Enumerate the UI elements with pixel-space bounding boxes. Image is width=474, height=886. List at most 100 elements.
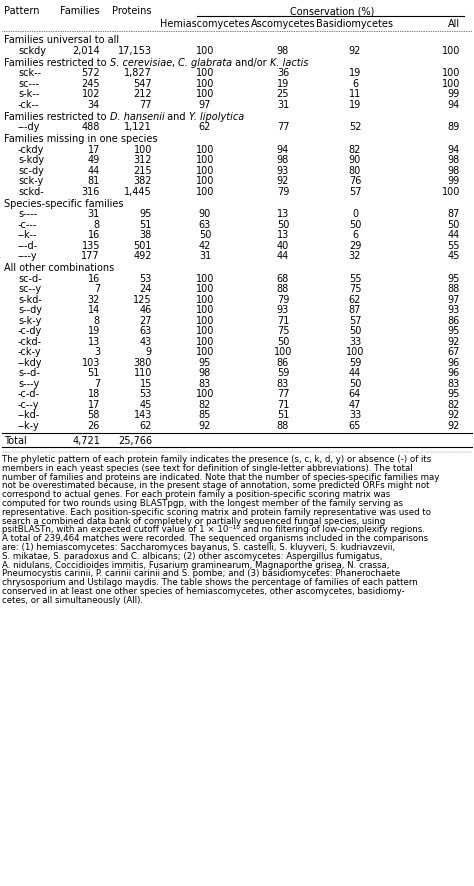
Text: sc--y: sc--y [18, 284, 41, 294]
Text: 98: 98 [448, 155, 460, 165]
Text: sc-dy: sc-dy [18, 166, 44, 175]
Text: 92: 92 [447, 421, 460, 431]
Text: --k-y: --k-y [18, 421, 40, 431]
Text: A. nidulans, Coccidioides immitis, Fusarium graminearum, Magnaporthe grisea, N. : A. nidulans, Coccidioides immitis, Fusar… [2, 561, 389, 570]
Text: 83: 83 [277, 378, 289, 388]
Text: 94: 94 [448, 99, 460, 110]
Text: 86: 86 [277, 357, 289, 368]
Text: 13: 13 [88, 337, 100, 346]
Text: 100: 100 [134, 144, 152, 154]
Text: 77: 77 [139, 99, 152, 110]
Text: 19: 19 [88, 326, 100, 336]
Text: 93: 93 [448, 305, 460, 315]
Text: 95: 95 [199, 357, 211, 368]
Text: 100: 100 [196, 186, 214, 197]
Text: 572: 572 [81, 68, 100, 78]
Text: Families universal to all: Families universal to all [4, 35, 119, 45]
Text: 55: 55 [349, 274, 361, 284]
Text: 92: 92 [199, 421, 211, 431]
Text: 94: 94 [448, 144, 460, 154]
Text: 82: 82 [349, 144, 361, 154]
Text: members in each yeast species (see text for definition of single-letter abbrevia: members in each yeast species (see text … [2, 463, 413, 473]
Text: ---d-: ---d- [18, 240, 38, 251]
Text: 83: 83 [199, 378, 211, 388]
Text: 38: 38 [140, 230, 152, 240]
Text: 93: 93 [277, 305, 289, 315]
Text: 15: 15 [140, 378, 152, 388]
Text: 100: 100 [196, 45, 214, 56]
Text: Families missing in one species: Families missing in one species [4, 134, 157, 144]
Text: 177: 177 [82, 251, 100, 261]
Text: 245: 245 [82, 79, 100, 89]
Text: 75: 75 [277, 326, 289, 336]
Text: 215: 215 [133, 166, 152, 175]
Text: 4,721: 4,721 [72, 436, 100, 446]
Text: 44: 44 [448, 230, 460, 240]
Text: 110: 110 [134, 368, 152, 378]
Text: 7: 7 [94, 378, 100, 388]
Text: 95: 95 [447, 389, 460, 399]
Text: 100: 100 [196, 176, 214, 186]
Text: 86: 86 [448, 315, 460, 325]
Text: 51: 51 [88, 368, 100, 378]
Text: 7: 7 [94, 284, 100, 294]
Text: 1,445: 1,445 [124, 186, 152, 197]
Text: 488: 488 [82, 122, 100, 132]
Text: 67: 67 [447, 347, 460, 357]
Text: 94: 94 [277, 144, 289, 154]
Text: and/or: and/or [232, 58, 270, 67]
Text: 17: 17 [88, 144, 100, 154]
Text: psitBLASTn, with an expected cutoff value of 1 × 10⁻¹⁰ and no filtering of low-c: psitBLASTn, with an expected cutoff valu… [2, 525, 425, 534]
Text: A total of 239,464 matches were recorded. The sequenced organisms included in th: A total of 239,464 matches were recorded… [2, 534, 428, 543]
Text: 6: 6 [352, 79, 358, 89]
Text: are: (1) hemiascomycetes: Saccharomyces bayanus, S. castelli, S. kluyveri, S. ku: are: (1) hemiascomycetes: Saccharomyces … [2, 543, 395, 552]
Text: 31: 31 [88, 209, 100, 219]
Text: 92: 92 [447, 410, 460, 420]
Text: -ck--: -ck-- [18, 99, 39, 110]
Text: 45: 45 [140, 400, 152, 409]
Text: 49: 49 [88, 155, 100, 165]
Text: 16: 16 [88, 230, 100, 240]
Text: 88: 88 [277, 421, 289, 431]
Text: 25: 25 [277, 89, 289, 99]
Text: 95: 95 [447, 274, 460, 284]
Text: 8: 8 [94, 315, 100, 325]
Text: Pattern: Pattern [4, 6, 39, 16]
Text: s-k--: s-k-- [18, 89, 39, 99]
Text: 0: 0 [352, 209, 358, 219]
Text: 68: 68 [277, 274, 289, 284]
Text: 382: 382 [134, 176, 152, 186]
Text: 98: 98 [199, 368, 211, 378]
Text: 98: 98 [448, 166, 460, 175]
Text: 63: 63 [199, 220, 211, 229]
Text: 92: 92 [349, 45, 361, 56]
Text: 312: 312 [134, 155, 152, 165]
Text: S. cerevisiae: S. cerevisiae [109, 58, 172, 67]
Text: 43: 43 [140, 337, 152, 346]
Text: 18: 18 [88, 389, 100, 399]
Text: 26: 26 [88, 421, 100, 431]
Text: Y. lipolytica: Y. lipolytica [189, 112, 244, 121]
Text: 81: 81 [88, 176, 100, 186]
Text: 87: 87 [349, 305, 361, 315]
Text: 103: 103 [82, 357, 100, 368]
Text: 100: 100 [196, 315, 214, 325]
Text: 80: 80 [349, 166, 361, 175]
Text: s----: s---- [18, 209, 37, 219]
Text: 99: 99 [448, 176, 460, 186]
Text: 53: 53 [140, 389, 152, 399]
Text: 13: 13 [277, 209, 289, 219]
Text: -c-d-: -c-d- [18, 389, 40, 399]
Text: 55: 55 [447, 240, 460, 251]
Text: 100: 100 [196, 144, 214, 154]
Text: --kdy: --kdy [18, 357, 43, 368]
Text: 45: 45 [447, 251, 460, 261]
Text: 1,827: 1,827 [124, 68, 152, 78]
Text: 100: 100 [196, 155, 214, 165]
Text: -ck-y: -ck-y [18, 347, 42, 357]
Text: Conservation (%): Conservation (%) [290, 6, 374, 16]
Text: 96: 96 [448, 368, 460, 378]
Text: 64: 64 [349, 389, 361, 399]
Text: s--d-: s--d- [18, 368, 40, 378]
Text: S. mikatae, S. paradoxus and C. albicans; (2) other ascomycetes: Aspergillus fum: S. mikatae, S. paradoxus and C. albicans… [2, 552, 383, 561]
